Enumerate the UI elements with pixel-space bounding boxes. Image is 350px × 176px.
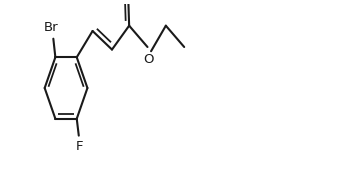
Text: Br: Br (44, 21, 58, 34)
Text: F: F (76, 140, 84, 153)
Text: O: O (143, 53, 154, 66)
